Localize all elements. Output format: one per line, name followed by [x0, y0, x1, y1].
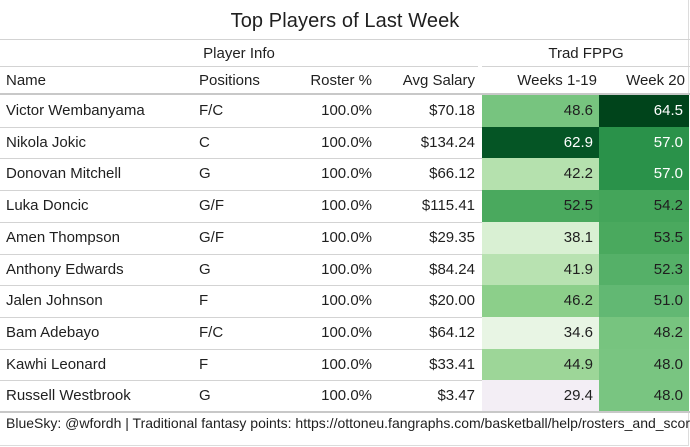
footer-note: BlueSky: @wfordh | Traditional fantasy p…	[6, 415, 690, 431]
cell-roster-pct: 100.0%	[321, 292, 372, 310]
cell-weeks-1-19: 52.5	[482, 190, 599, 223]
cell-avg-salary: $70.18	[429, 102, 475, 119]
cell-week-20: 52.3	[599, 253, 689, 286]
cell-avg-salary: $134.24	[420, 133, 475, 151]
cell-name: Victor Wembanyama	[6, 102, 145, 119]
cell-positions: G/F	[199, 197, 224, 215]
row-divider	[0, 285, 482, 286]
cell-avg-salary: $3.47	[437, 387, 475, 405]
cell-positions: G	[199, 387, 211, 405]
group-trad-fppg-rule	[482, 66, 690, 67]
cell-roster-pct: 100.0%	[321, 355, 372, 373]
cell-name: Anthony Edwards	[6, 260, 124, 278]
cell-name: Luka Doncic	[6, 197, 89, 215]
cell-name: Bam Adebayo	[6, 323, 100, 341]
cell-week-20: 57.0	[599, 158, 689, 191]
title-divider	[0, 39, 690, 40]
cell-week-20: 48.2	[599, 316, 689, 349]
cell-positions: G	[199, 260, 211, 278]
header-divider	[0, 93, 690, 95]
cell-name: Russell Westbrook	[6, 387, 131, 405]
cell-roster-pct: 100.0%	[321, 228, 372, 246]
row-divider	[0, 222, 482, 223]
cell-name: Nikola Jokic	[6, 133, 87, 151]
column-header-week-20: Week 20	[626, 72, 685, 89]
cell-positions: F	[199, 355, 209, 373]
cell-roster-pct: 100.0%	[321, 323, 372, 341]
cell-weeks-1-19: 44.9	[482, 348, 599, 381]
cell-roster-pct: 100.0%	[321, 165, 372, 183]
cell-roster-pct: 100.0%	[321, 102, 372, 119]
cell-avg-salary: $20.00	[429, 292, 475, 310]
cell-roster-pct: 100.0%	[321, 197, 372, 215]
group-player-info: Player Info	[203, 45, 275, 62]
cell-weeks-1-19: 46.2	[482, 285, 599, 318]
cell-positions: F/C	[199, 102, 224, 119]
row-divider	[0, 380, 482, 381]
row-divider	[0, 158, 482, 159]
cell-week-20: 53.5	[599, 221, 689, 254]
cell-roster-pct: 100.0%	[321, 133, 372, 151]
cell-avg-salary: $84.24	[429, 260, 475, 278]
row-divider	[0, 349, 482, 350]
cell-avg-salary: $115.41	[421, 197, 475, 215]
cell-week-20: 48.0	[599, 380, 689, 413]
cell-weeks-1-19: 38.1	[482, 221, 599, 254]
cell-positions: F/C	[199, 323, 224, 341]
cell-avg-salary: $66.12	[429, 165, 475, 183]
cell-weeks-1-19: 29.4	[482, 380, 599, 413]
row-divider	[0, 127, 482, 128]
cell-name: Kawhi Leonard	[6, 355, 107, 373]
row-divider	[0, 317, 482, 318]
column-header-positions: Positions	[199, 72, 260, 89]
cell-avg-salary: $64.12	[429, 323, 475, 341]
column-header-weeks-1-19: Weeks 1-19	[517, 72, 597, 89]
cell-week-20: 57.0	[599, 126, 689, 159]
cell-week-20: 51.0	[599, 285, 689, 318]
footer-divider	[0, 411, 690, 413]
column-header-avg-salary: Avg Salary	[402, 72, 475, 89]
cell-roster-pct: 100.0%	[321, 387, 372, 405]
group-player-info-rule	[0, 66, 478, 67]
cell-positions: G/F	[199, 228, 224, 246]
cell-weeks-1-19: 62.9	[482, 126, 599, 159]
group-trad-fppg: Trad FPPG	[548, 45, 624, 62]
column-header-name: Name	[6, 72, 47, 89]
cell-positions: G	[199, 165, 211, 183]
column-header-roster-pct: Roster %	[310, 72, 372, 89]
row-divider	[0, 254, 482, 255]
cell-name: Amen Thompson	[6, 228, 120, 246]
cell-name: Donovan Mitchell	[6, 165, 122, 183]
cell-weeks-1-19: 48.6	[482, 95, 599, 127]
cell-weeks-1-19: 41.9	[482, 253, 599, 286]
cell-name: Jalen Johnson	[6, 292, 103, 310]
cell-avg-salary: $33.41	[429, 355, 475, 373]
cell-week-20: 48.0	[599, 348, 689, 381]
cell-weeks-1-19: 42.2	[482, 158, 599, 191]
cell-roster-pct: 100.0%	[321, 260, 372, 278]
cell-week-20: 54.2	[599, 190, 689, 223]
row-divider	[0, 190, 482, 191]
cell-avg-salary: $29.35	[429, 228, 475, 246]
cell-positions: C	[199, 133, 210, 151]
cell-week-20: 64.5	[599, 95, 689, 127]
table-title: Top Players of Last Week	[230, 10, 460, 32]
cell-positions: F	[199, 292, 209, 310]
cell-weeks-1-19: 34.6	[482, 316, 599, 349]
